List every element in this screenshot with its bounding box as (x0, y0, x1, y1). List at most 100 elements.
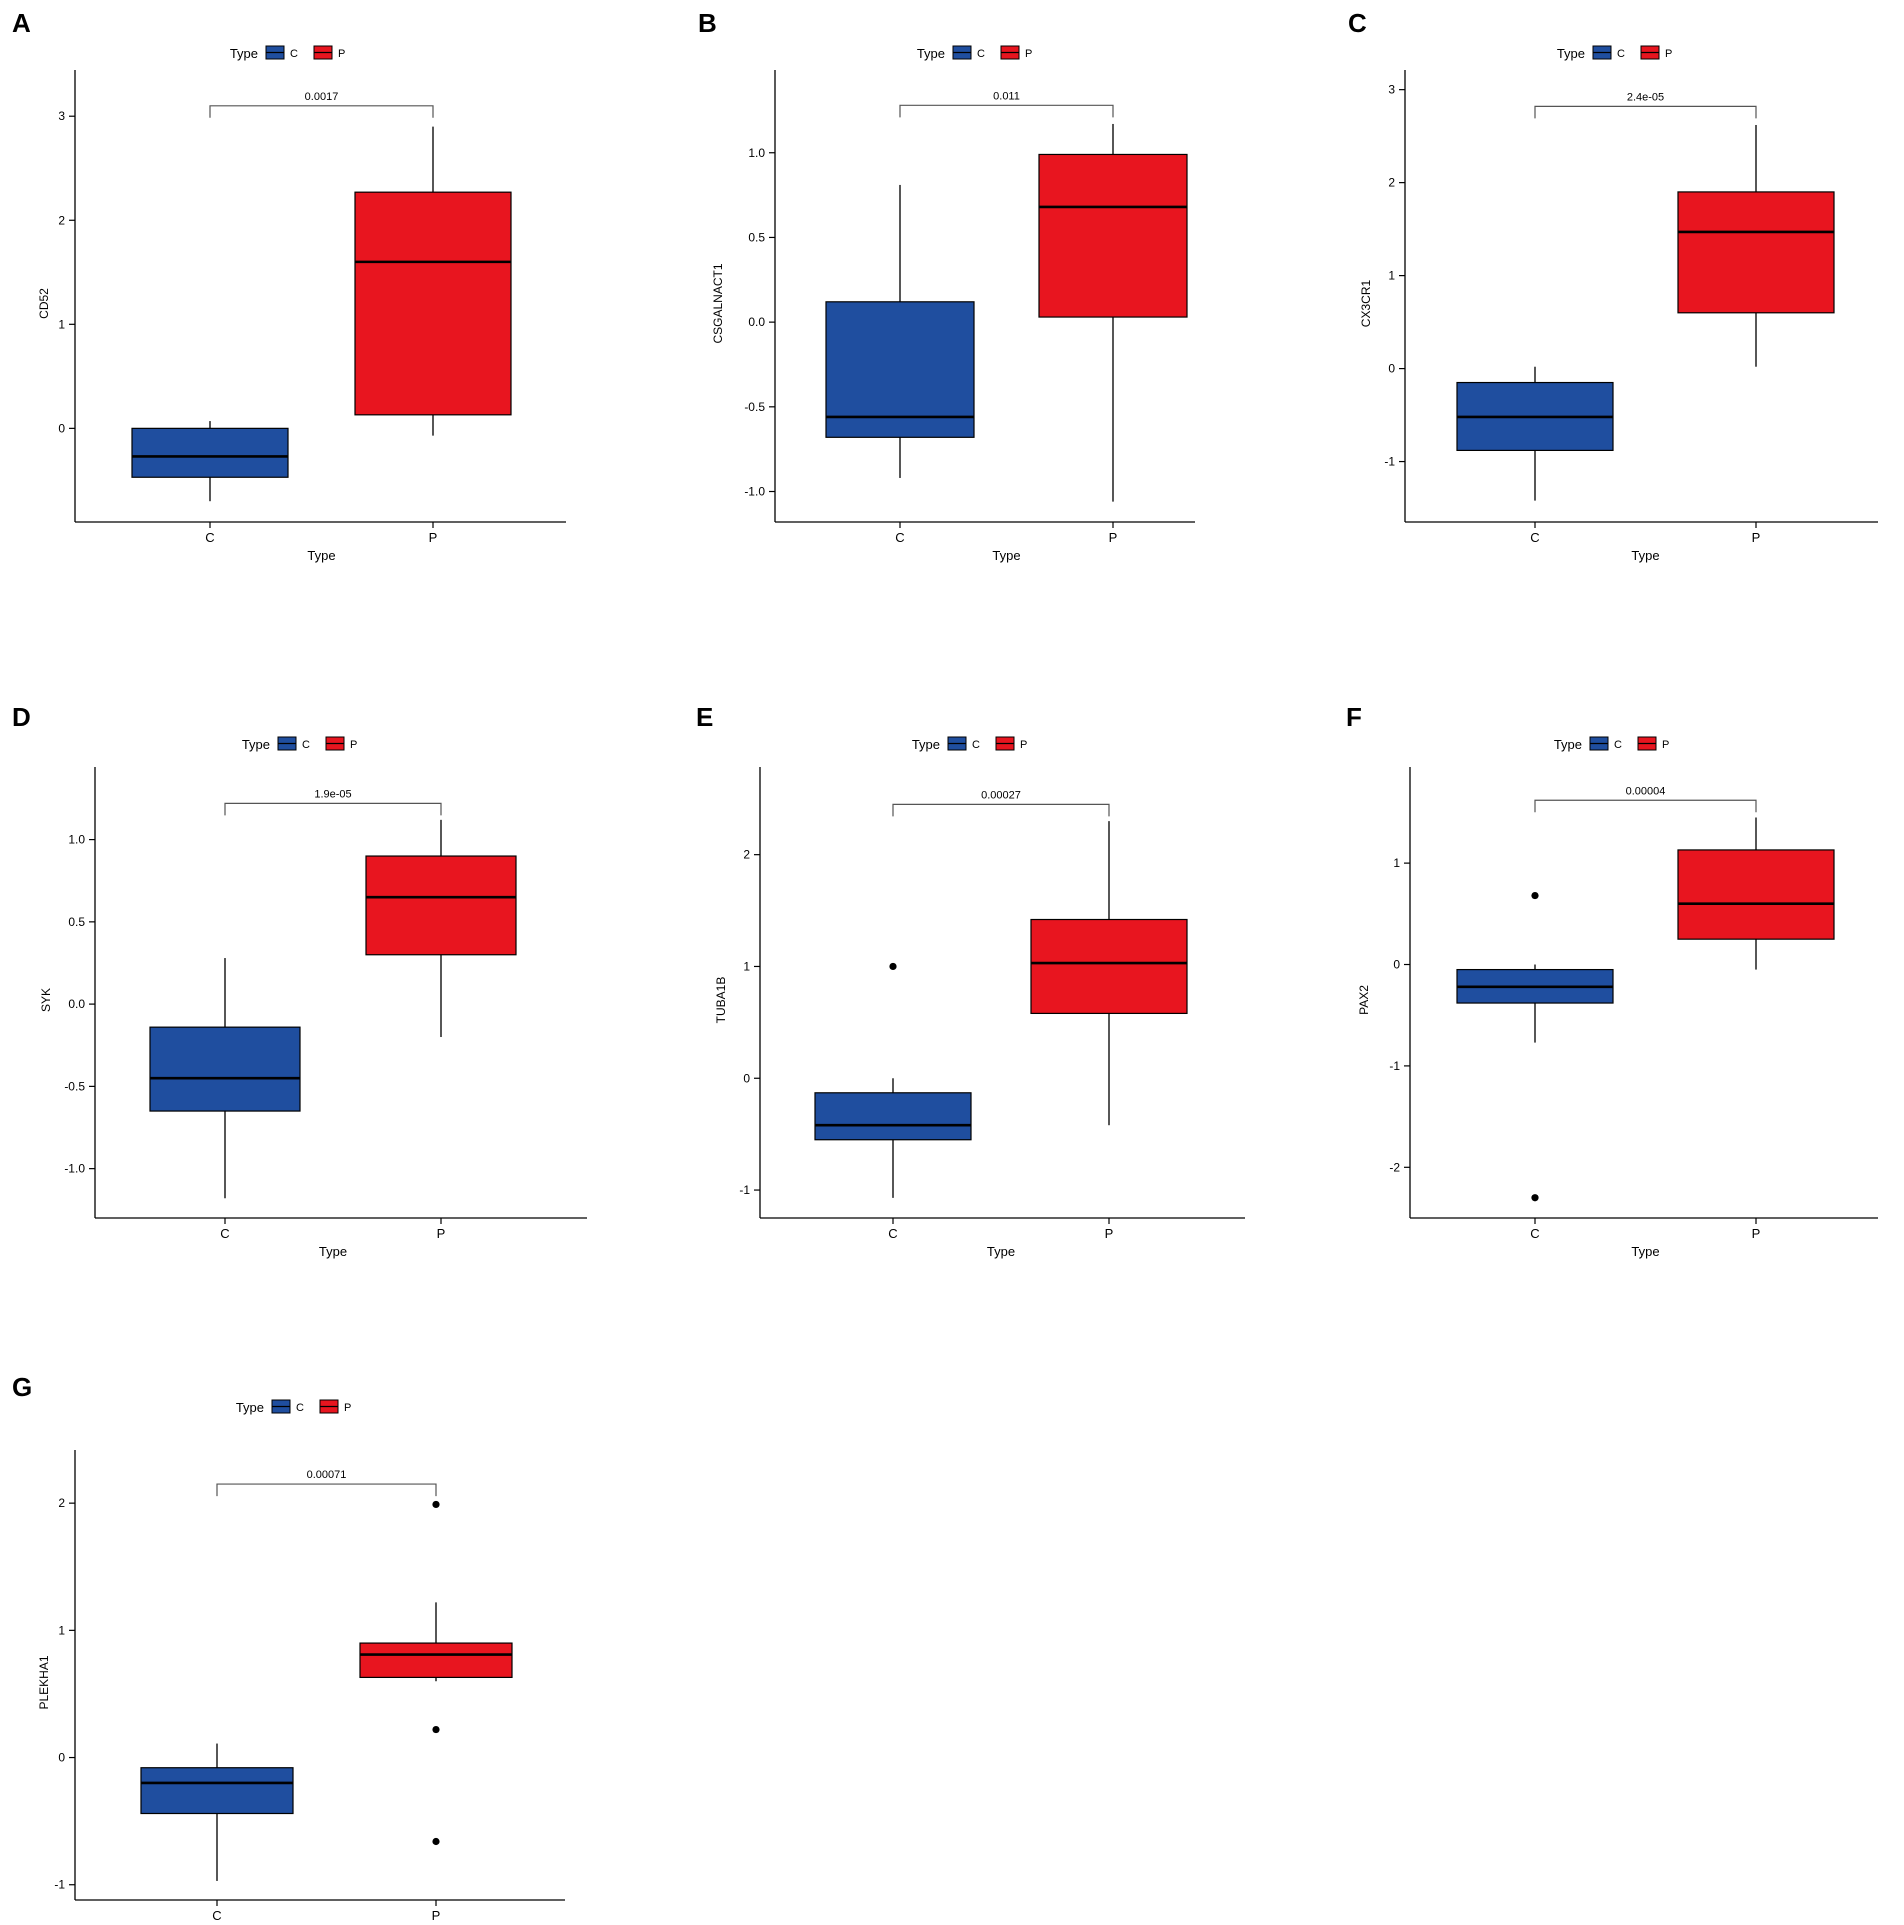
panel-letter: B (698, 8, 717, 38)
legend-label: C (972, 739, 980, 751)
significance-bracket: 0.00071 (216, 1469, 437, 1497)
legend-key-p: P (1000, 45, 1032, 60)
panel-letter: D (12, 702, 31, 732)
box-body (354, 191, 512, 416)
x-tick-label: P (432, 1908, 441, 1923)
x-tick-label: C (1530, 1226, 1539, 1241)
y-tick-label: 0 (1393, 958, 1400, 972)
panel-c: C Type C P -1 0 1 2 3 CX3CR1 C P Type 2.4e-05 (1280, 0, 1900, 580)
box-plot-chart: Type C P -2 -1 0 1 PAX2 C P Type 0.00004 (1357, 736, 1878, 1259)
legend-label: C (290, 48, 298, 60)
panel-g: G Type C P -1 0 1 2 PLEKHA1 C P Type 0.00071 (0, 1350, 620, 1925)
panel-letter: G (12, 1372, 33, 1402)
outlier-point (432, 1837, 440, 1846)
x-tick-label: C (220, 1226, 229, 1241)
x-tick-label: C (895, 530, 904, 545)
legend-title: Type (230, 46, 258, 61)
box-c (825, 184, 975, 478)
bracket-line (1534, 105, 1757, 119)
legend-title: Type (242, 737, 270, 752)
legend-label: P (344, 1402, 351, 1414)
outlier-point (432, 1725, 440, 1734)
legend: Type C P (1557, 45, 1672, 61)
significance-bracket: 0.00004 (1534, 785, 1757, 813)
legend-key-p: P (319, 1399, 351, 1414)
legend-key-p: P (1640, 45, 1672, 60)
y-tick-label: 0 (743, 1071, 750, 1085)
y-tick-label: 2 (58, 213, 65, 227)
p-value-label: 0.00027 (981, 789, 1021, 801)
legend-key-p: P (995, 736, 1027, 751)
x-tick-label: P (429, 530, 438, 545)
x-tick-label: P (437, 1226, 446, 1241)
box-plot-chart: Type C P -1 0 1 2 TUBA1B C P Type 0.00027 (714, 736, 1245, 1259)
outlier-point (889, 962, 897, 971)
y-tick-label: 2 (743, 848, 750, 862)
y-tick-label: 0 (58, 421, 65, 435)
x-tick-label: C (205, 530, 214, 545)
y-tick-label: 1 (1393, 856, 1400, 870)
outlier-point (1531, 891, 1539, 900)
legend-key-c: C (265, 45, 298, 60)
box-plot-chart: Type C P 0 1 2 3 CD52 C P Type 0.0017 (37, 45, 566, 563)
legend-key-c: C (947, 736, 980, 751)
y-axis-label: CD52 (37, 288, 51, 319)
y-tick-label: -0.5 (64, 1079, 85, 1093)
y-tick-label: 3 (58, 109, 65, 123)
p-value-label: 2.4e-05 (1627, 91, 1664, 103)
y-tick-label: 1 (743, 959, 750, 973)
legend-title: Type (1554, 737, 1582, 752)
box-plot-chart: Type C P -1 0 1 2 3 CX3CR1 C P Type 2.4e-05 (1359, 45, 1878, 563)
legend: Type C P (1554, 736, 1669, 752)
box-c (140, 1743, 294, 1881)
bracket-line (899, 104, 1114, 118)
bracket-line (1534, 799, 1757, 813)
legend-label: P (1020, 739, 1027, 751)
legend: Type C P (230, 45, 345, 61)
legend-key-c: C (271, 1399, 304, 1414)
y-axis-label: CX3CR1 (1359, 280, 1373, 328)
y-tick-label: 3 (1388, 83, 1395, 97)
bracket-line (892, 803, 1110, 817)
legend-label: P (1025, 48, 1032, 60)
box-body (359, 1642, 513, 1679)
legend-label: C (977, 48, 985, 60)
significance-bracket: 0.00027 (892, 789, 1110, 817)
legend: Type C P (912, 736, 1027, 752)
y-tick-label: 1 (58, 1623, 65, 1637)
box-body (149, 1026, 301, 1112)
legend-key-p: P (1637, 736, 1669, 751)
box-body (140, 1767, 294, 1815)
box-body (131, 427, 289, 478)
legend-label: C (1617, 48, 1625, 60)
p-value-label: 0.011 (993, 90, 1020, 102)
box-body (1030, 918, 1188, 1015)
legend-title: Type (236, 1400, 264, 1415)
panel-f: F Type C P -2 -1 0 1 PAX2 C P Type 0.00004 (1280, 690, 1900, 1270)
panel-a: A Type C P 0 1 2 3 CD52 C P Type 0.0017 (0, 0, 620, 580)
y-tick-label: 0.0 (68, 997, 85, 1011)
box-c (814, 962, 972, 1198)
box-body (1677, 849, 1835, 940)
x-tick-label: P (1109, 530, 1118, 545)
box-c (149, 958, 301, 1199)
x-tick-label: P (1105, 1226, 1114, 1241)
x-tick-label: C (888, 1226, 897, 1241)
x-tick-label: P (1752, 530, 1761, 545)
outlier-point (432, 1500, 440, 1509)
legend-label: P (350, 739, 357, 751)
significance-bracket: 0.0017 (209, 91, 434, 118)
y-axis-label: PLEKHA1 (37, 1655, 51, 1709)
box-c (131, 421, 289, 502)
legend-label: C (296, 1402, 304, 1414)
x-tick-label: P (1752, 1226, 1761, 1241)
y-tick-label: 0.0 (748, 315, 765, 329)
legend: Type C P (242, 736, 357, 752)
y-tick-label: 2 (1388, 176, 1395, 190)
box-body (1038, 153, 1188, 318)
box-body (814, 1092, 972, 1141)
box-plot-chart: Type C P -1 0 1 2 PLEKHA1 C P Type 0.00071 (37, 1399, 565, 1923)
y-tick-label: 1 (58, 317, 65, 331)
y-tick-label: 1 (1388, 269, 1395, 283)
significance-bracket: 2.4e-05 (1534, 91, 1757, 119)
